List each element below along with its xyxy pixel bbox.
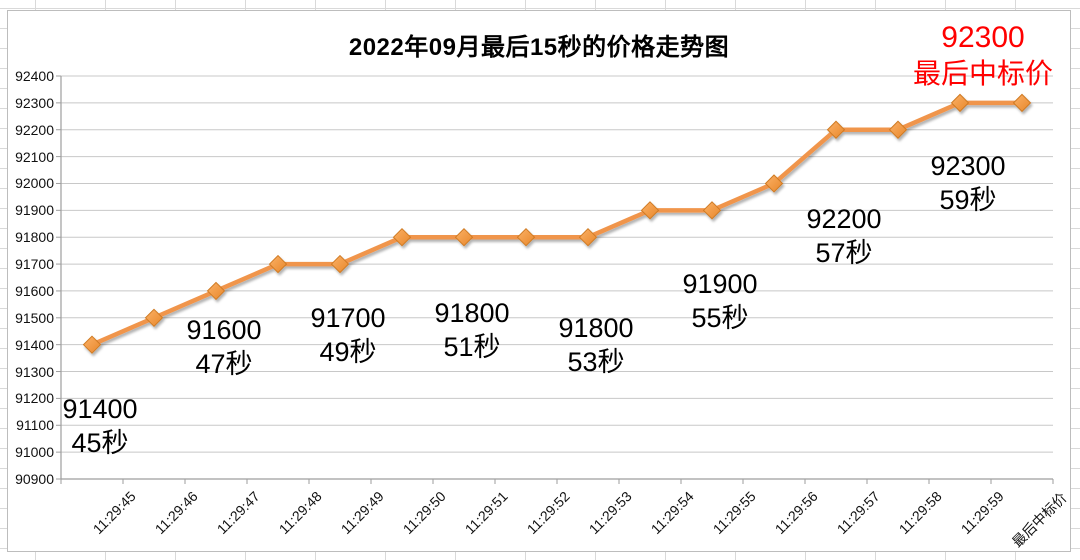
y-axis-label: 91300 [15,363,54,380]
data-label-seconds: 51秒 [443,332,501,363]
data-label-price: 91600 [186,314,262,345]
data-label-price: 91700 [310,303,386,334]
data-label-seconds: 55秒 [691,303,749,334]
data-point-marker [516,227,536,247]
data-point-marker [888,120,908,139]
data-label-price: 91400 [62,393,138,424]
y-axis-label: 91900 [15,202,54,219]
data-label: 91600 47秒 [164,313,284,381]
data-point-marker [1012,93,1032,113]
data-point-marker [640,201,660,220]
y-axis-label: 91100 [16,417,54,434]
data-label: 91800 53秒 [536,311,656,379]
x-axis-label: 11:29:54 [647,488,697,538]
x-axis-label: 11:29:58 [895,488,945,538]
data-label-price: 92200 [806,203,882,234]
data-point-marker [144,308,164,328]
x-axis-label: 11:29:52 [523,488,573,538]
final-price-value: 92300 [941,21,1025,54]
x-axis-label: 11:29:47 [213,488,263,538]
x-axis-label: 11:29:45 [89,488,139,538]
y-axis-label: 92200 [15,121,54,138]
data-label-price: 91800 [558,313,634,344]
data-label: 92300 59秒 [908,149,1028,217]
x-axis-label: 11:29:59 [957,488,1007,538]
data-label: 92200 57秒 [784,202,904,270]
x-axis-label: 11:29:51 [461,488,511,538]
y-axis-label: 91000 [15,444,54,461]
data-label-price: 92300 [930,150,1006,181]
y-axis-label: 91700 [15,256,54,273]
data-point-marker [950,93,970,113]
y-axis-label: 92400 [15,68,54,84]
y-axis-label: 91600 [15,282,54,299]
data-label-seconds: 47秒 [195,348,253,379]
plot-area [56,75,1054,484]
y-axis-label: 92300 [15,94,54,111]
y-axis-label: 90900 [15,471,54,487]
data-label: 91800 51秒 [412,296,532,364]
data-label-price: 91900 [682,269,758,300]
data-point-marker [82,335,102,354]
x-axis-label: 11:29:48 [275,488,325,538]
data-point-marker [392,227,412,247]
final-price-annotation: 92300 最后中标价 [898,19,1068,92]
chart-object[interactable]: 2022年09月最后15秒的价格走势图 92300 最后中标价 92400 923… [7,10,1071,552]
data-point-marker [578,227,598,247]
data-point-marker [702,201,722,220]
data-label: 91900 55秒 [660,267,780,335]
data-label-price: 91800 [434,298,510,329]
data-label: 91400 45秒 [40,392,160,460]
x-axis-label: 11:29:57 [833,488,883,538]
x-axis-label: 最后中标价 [1008,489,1070,551]
data-label-seconds: 57秒 [815,237,873,268]
y-axis-label: 91800 [15,229,54,246]
data-point-marker [764,174,784,193]
x-axis-label: 11:29:55 [709,488,759,538]
x-axis-label: 11:29:53 [585,488,635,538]
x-axis-label: 11:29:46 [151,488,201,538]
data-point-marker [826,120,846,139]
x-axis-label: 11:29:49 [337,488,387,538]
data-point-marker [268,254,288,274]
data-point-marker [330,254,350,274]
data-label: 91700 49秒 [288,301,408,369]
y-axis-label: 91200 [15,390,54,407]
data-label-seconds: 45秒 [71,427,129,458]
y-axis-label: 91500 [15,309,54,326]
x-axis-label: 11:29:50 [399,488,449,538]
data-point-marker [206,281,226,301]
data-label-seconds: 59秒 [939,184,997,215]
x-axis-label: 11:29:56 [771,488,821,538]
final-price-caption: 最后中标价 [912,58,1053,90]
data-label-seconds: 49秒 [319,337,377,368]
y-axis-label: 92100 [15,148,54,165]
y-axis-label: 92000 [15,175,54,192]
data-point-marker [454,227,474,247]
data-label-seconds: 53秒 [567,347,625,378]
chart-title: 2022年09月最后15秒的价格走势图 [348,34,730,61]
y-axis-label: 91400 [15,336,54,353]
